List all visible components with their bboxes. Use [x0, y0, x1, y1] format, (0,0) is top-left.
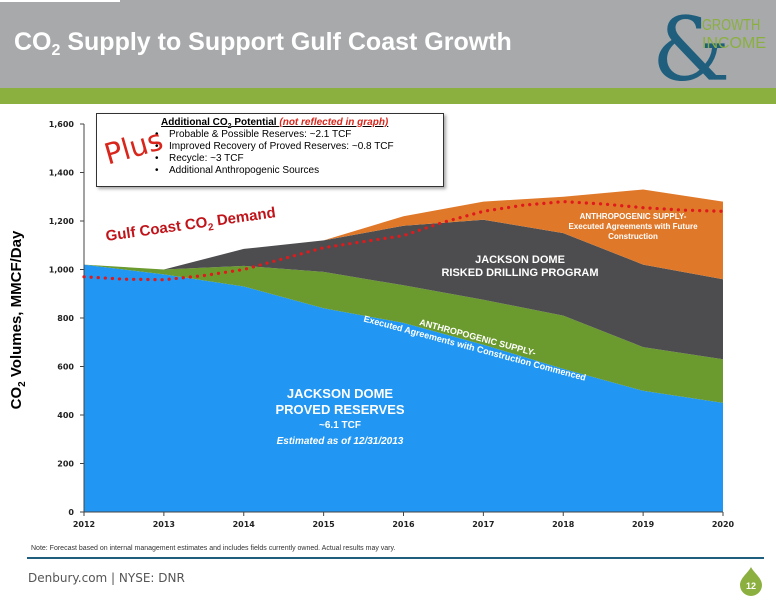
demand-line-layer — [82, 199, 725, 282]
y-tick-label: 400 — [57, 411, 74, 420]
area-proved — [84, 264, 723, 512]
co2-supply-chart: 0 200 400 600 800 1,000 1,200 1,400 1,600 2012 201… — [49, 120, 735, 529]
y-tick-label: 0 — [68, 508, 74, 517]
risked-line: JACKSON DOME — [475, 254, 565, 266]
risked-line: RISKED DRILLING PROGRAM — [441, 267, 599, 279]
additional-potential-callout: Additional CO2 Potential (not reflected … — [96, 113, 444, 187]
x-tick-label: 2020 — [712, 520, 735, 529]
footer-text[interactable]: Denbury.com | NYSE: DNR — [28, 571, 185, 585]
risked-drilling-label: JACKSON DOME RISKED DRILLING PROGRAM — [410, 254, 630, 280]
x-tick-label: 2012 — [73, 520, 95, 529]
callout-title-note: (not reflected in graph) — [279, 117, 389, 128]
y-tick-label: 1,000 — [49, 266, 75, 275]
anth-future-line: Construction — [608, 232, 658, 241]
callout-item: Improved Recovery of Proved Reserves: ~0… — [153, 141, 394, 153]
page-number-badge: 12 — [740, 567, 762, 596]
logo-income: INCOME — [702, 35, 766, 52]
slide-title: CO2 Supply to Support Gulf Coast Growth — [14, 28, 512, 60]
proved-line: JACKSON DOME — [286, 386, 394, 401]
area-anthro_exec — [84, 264, 723, 403]
callout-title-subscript: 2 — [227, 123, 232, 130]
y-tick-label: 1,600 — [49, 120, 75, 129]
area-risked — [84, 219, 723, 360]
area-anthro_future — [84, 189, 723, 280]
anth-future-line: ANTHROPOGENIC SUPPLY- — [579, 212, 687, 221]
growth-income-logo: & GROWTH INCOME — [652, 6, 766, 86]
callout-item: Probable & Possible Reserves: ~2.1 TCF — [153, 129, 394, 141]
ylabel-subscript: 2 — [17, 381, 28, 387]
logo-ampersand: & — [652, 6, 730, 86]
y-tick-label: 200 — [57, 460, 74, 469]
proved-line: ~6.1 TCF — [319, 420, 361, 431]
ylabel-part: Volumes, MMCF/Day — [8, 230, 25, 382]
proved-line: Estimated as of 12/31/2013 — [276, 436, 404, 447]
chart-axes: 0 200 400 600 800 1,000 1,200 1,400 1,600 2012 201… — [49, 120, 735, 529]
callout-item: Recycle: ~3 TCF — [153, 153, 394, 165]
header-accent-line — [0, 0, 120, 2]
logo-growth: GROWTH — [702, 17, 760, 35]
anth-future-line: Executed Agreements with Future — [568, 222, 698, 231]
x-tick-label: 2018 — [552, 520, 575, 529]
callout-item: Additional Anthropogenic Sources — [153, 165, 394, 177]
header-bar — [0, 0, 776, 88]
title-part: Supply to Support Gulf Coast Growth — [60, 28, 512, 56]
callout-list: Probable & Possible Reserves: ~2.1 TCF I… — [153, 129, 394, 177]
x-tick-label: 2013 — [153, 520, 175, 529]
y-tick-label: 800 — [57, 314, 74, 323]
y-axis-label: CO2 Volumes, MMCF/Day — [8, 231, 28, 410]
title-part: CO — [14, 28, 52, 56]
x-tick-label: 2015 — [312, 520, 335, 529]
drop-icon — [740, 567, 762, 596]
y-tick-label: 1,200 — [49, 217, 75, 226]
footer-rule — [27, 557, 764, 559]
area-layers — [84, 189, 723, 512]
proved-line: PROVED RESERVES — [275, 402, 405, 417]
callout-title-part: Additional CO — [161, 117, 228, 128]
page-number: 12 — [746, 581, 756, 591]
x-tick-label: 2019 — [632, 520, 655, 529]
header-green-band — [0, 88, 776, 104]
proved-reserves-label: JACKSON DOME PROVED RESERVES ~6.1 TCF Es… — [230, 386, 450, 450]
callout-title: Additional CO2 Potential (not reflected … — [161, 117, 388, 133]
y-tick-label: 600 — [57, 363, 74, 372]
y-tick-label: 1,400 — [49, 169, 75, 178]
anthropogenic-future-label: ANTHROPOGENIC SUPPLY- Executed Agreement… — [548, 212, 718, 242]
x-tick-label: 2016 — [392, 520, 415, 529]
x-tick-label: 2014 — [233, 520, 256, 529]
x-tick-label: 2017 — [472, 520, 494, 529]
title-subscript: 2 — [51, 42, 61, 59]
forecast-note: Note: Forecast based on internal managem… — [31, 545, 396, 552]
demand-line — [82, 199, 725, 282]
callout-title-part: Potential — [231, 117, 280, 128]
ylabel-part: CO — [8, 386, 25, 410]
